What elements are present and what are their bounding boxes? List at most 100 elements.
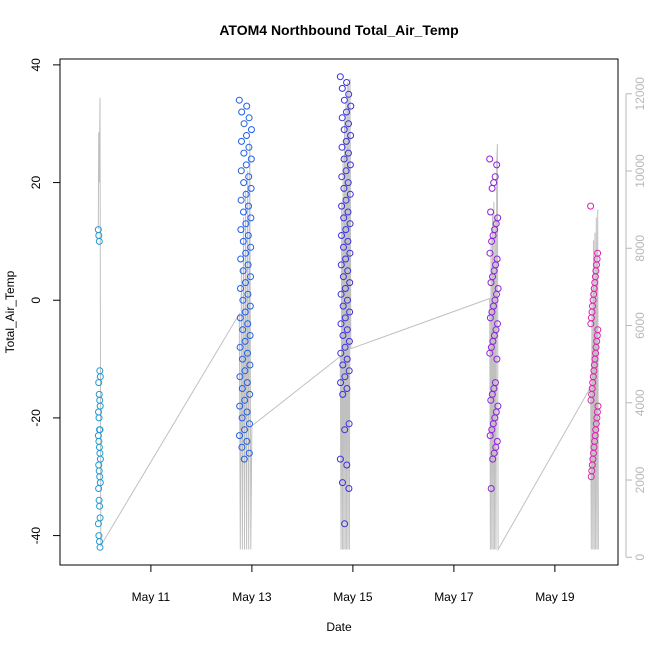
data-point	[343, 79, 351, 86]
data-point	[243, 379, 251, 387]
data-point	[246, 390, 254, 398]
data-point	[346, 308, 354, 316]
data-point	[487, 485, 495, 492]
data-point	[95, 414, 103, 422]
data-point	[344, 267, 352, 275]
data-point	[245, 449, 253, 457]
y2-tick-label: 6000	[633, 312, 647, 339]
data-point	[241, 337, 249, 345]
data-point	[341, 343, 349, 351]
data-point	[247, 273, 254, 281]
data-point	[493, 355, 501, 363]
data-point	[246, 302, 254, 310]
data-point	[95, 443, 103, 451]
y-tick-label: 20	[29, 176, 43, 190]
data-point	[345, 485, 353, 492]
data-point	[243, 132, 250, 139]
data-point	[248, 126, 255, 134]
data-point	[337, 349, 345, 357]
data-point	[340, 184, 348, 192]
data-point	[341, 520, 349, 528]
data-point	[237, 255, 245, 263]
data-point	[95, 467, 103, 475]
data-point	[345, 420, 353, 428]
data-point	[343, 326, 351, 334]
data-point	[240, 149, 248, 157]
data-point	[344, 149, 352, 157]
data-point	[489, 455, 497, 463]
data-point	[587, 396, 595, 404]
data-point	[236, 402, 244, 410]
data-point	[343, 385, 351, 392]
y-tick-label: 0	[29, 297, 43, 304]
data-point	[239, 355, 246, 363]
data-point	[238, 137, 245, 145]
data-point	[493, 161, 501, 169]
data-point	[246, 420, 253, 428]
data-point	[240, 179, 248, 187]
data-point	[96, 538, 103, 545]
data-point	[240, 455, 248, 463]
data-point	[242, 190, 250, 198]
data-point	[246, 332, 254, 339]
chart-title: ATOM4 Northbound Total_Air_Temp	[219, 22, 458, 38]
y-axis: -40 -20 0 20 40	[29, 58, 61, 545]
data-point	[486, 314, 494, 322]
data-point	[341, 285, 349, 292]
data-point	[247, 155, 255, 163]
data-point	[235, 96, 243, 104]
data-point	[237, 167, 245, 175]
x-tick-label: May 15	[333, 590, 373, 604]
data-point	[343, 355, 351, 363]
data-point	[340, 214, 348, 222]
y-tick-label: -40	[29, 527, 43, 545]
data-point	[587, 202, 595, 210]
data-point	[244, 290, 252, 298]
data-point	[96, 367, 104, 375]
data-point	[243, 408, 251, 416]
data-point	[244, 232, 252, 239]
data-point	[344, 179, 352, 187]
data-point	[95, 485, 103, 492]
data-point	[337, 379, 345, 387]
data-point	[345, 367, 353, 375]
y-tick-label: -20	[29, 409, 43, 427]
data-point	[339, 332, 347, 339]
data-point	[239, 296, 247, 304]
data-point	[236, 343, 244, 351]
y2-tick-label: 4000	[633, 389, 647, 416]
data-point	[341, 373, 349, 381]
data-point	[237, 226, 245, 234]
y-tick-label: 40	[29, 58, 43, 72]
x-tick-label: May 17	[434, 590, 474, 604]
scatter-points	[94, 73, 602, 551]
data-point	[247, 243, 255, 251]
data-point	[345, 120, 352, 128]
data-point	[486, 349, 494, 357]
data-point	[339, 390, 347, 398]
data-point	[236, 432, 243, 440]
data-point	[94, 520, 102, 528]
data-point	[587, 320, 595, 328]
data-point	[96, 543, 104, 551]
y-axis-label: Total_Air_Temp	[3, 270, 17, 353]
data-point	[242, 220, 250, 228]
data-point	[490, 179, 498, 187]
data-point	[95, 232, 103, 239]
data-point	[346, 220, 354, 228]
data-point	[338, 114, 346, 122]
data-point	[247, 214, 255, 222]
data-point	[95, 237, 103, 245]
data-point	[96, 502, 104, 510]
y2-tick-label: 0	[633, 554, 647, 561]
data-point	[344, 208, 352, 216]
data-point	[96, 514, 104, 522]
data-point	[341, 314, 349, 322]
data-point	[341, 426, 349, 434]
data-point	[344, 296, 351, 304]
data-point	[245, 173, 253, 181]
data-point	[338, 84, 346, 92]
y2-tick-label: 2000	[633, 466, 647, 493]
data-point	[337, 290, 345, 298]
